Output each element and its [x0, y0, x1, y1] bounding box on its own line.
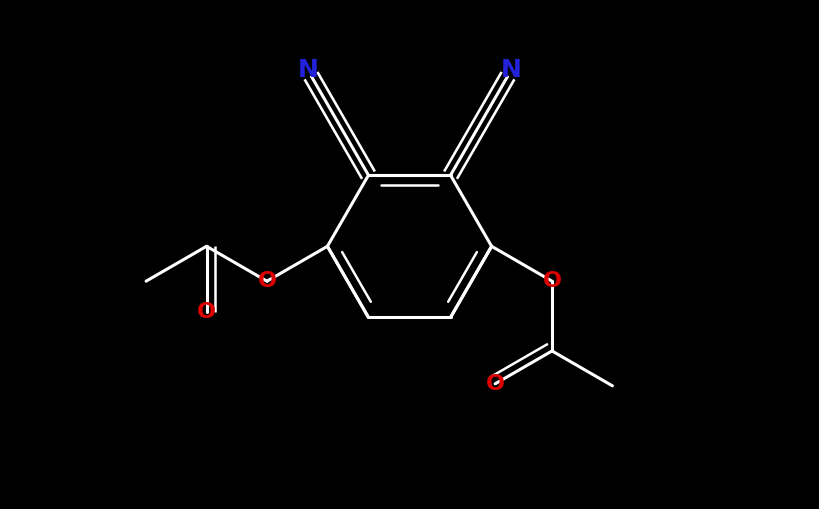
Text: O: O [257, 271, 277, 291]
Text: N: N [297, 58, 318, 82]
Text: O: O [542, 271, 562, 291]
Text: O: O [197, 302, 216, 322]
Text: N: N [501, 58, 522, 82]
Text: O: O [486, 374, 505, 394]
